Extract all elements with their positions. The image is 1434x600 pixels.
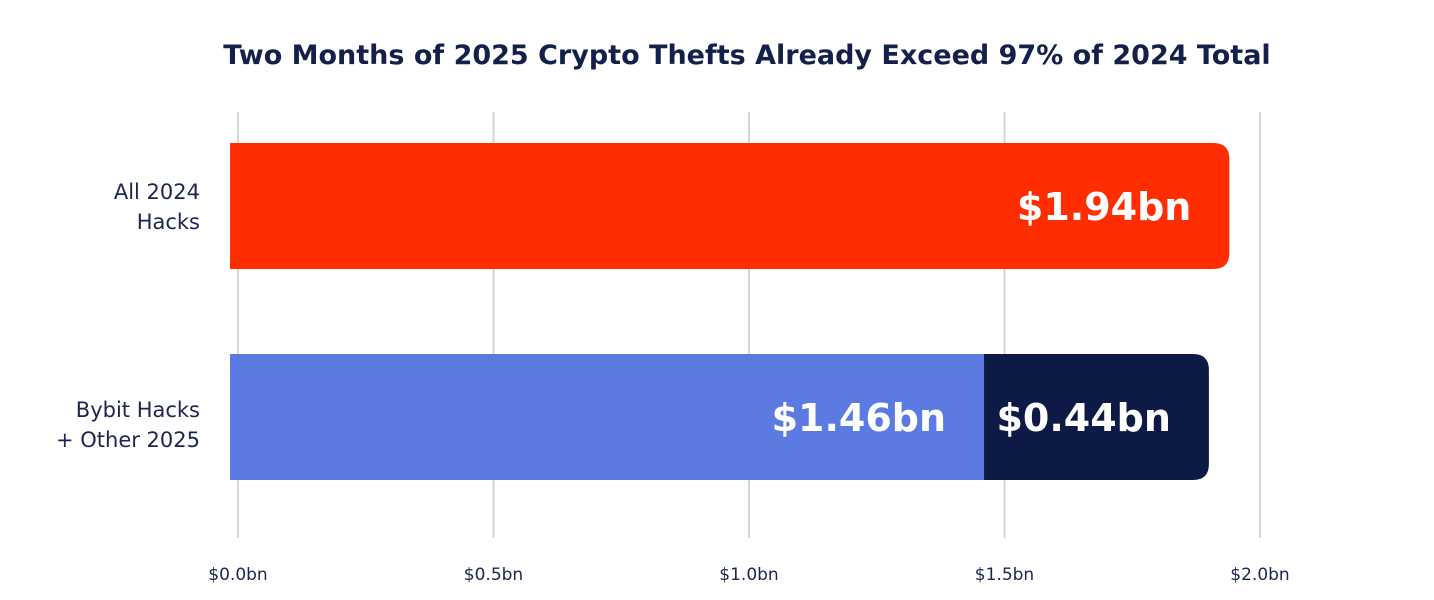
category-label: Bybit Hacks	[76, 398, 200, 422]
x-tick-label: $1.0bn	[719, 565, 778, 585]
category-label: Hacks	[137, 210, 200, 234]
bar-value-label: $1.94bn	[1017, 185, 1191, 229]
x-tick-label: $0.0bn	[208, 565, 267, 585]
x-tick-label: $1.5bn	[975, 565, 1034, 585]
bar-value-label: $0.44bn	[996, 396, 1170, 440]
bar-segment	[230, 354, 1001, 480]
category-label: + Other 2025	[56, 428, 200, 452]
bar-value-label: $1.46bn	[772, 396, 946, 440]
bars	[230, 143, 1230, 480]
x-axis-ticks: $0.0bn $0.5bn $1.0bn $1.5bn $2.0bn	[208, 565, 1289, 585]
x-tick-label: $2.0bn	[1230, 565, 1289, 585]
bar-segment	[230, 143, 1230, 269]
category-label: All 2024	[114, 180, 200, 204]
category-labels: $1.94bn All 2024 Hacks $1.46bn $0.44bn Bybit …	[56, 180, 1191, 452]
chart-title: Two Months of 2025 Crypto Thefts Already…	[223, 40, 1270, 71]
x-tick-label: $0.5bn	[464, 565, 523, 585]
bar-segment	[984, 354, 1209, 480]
